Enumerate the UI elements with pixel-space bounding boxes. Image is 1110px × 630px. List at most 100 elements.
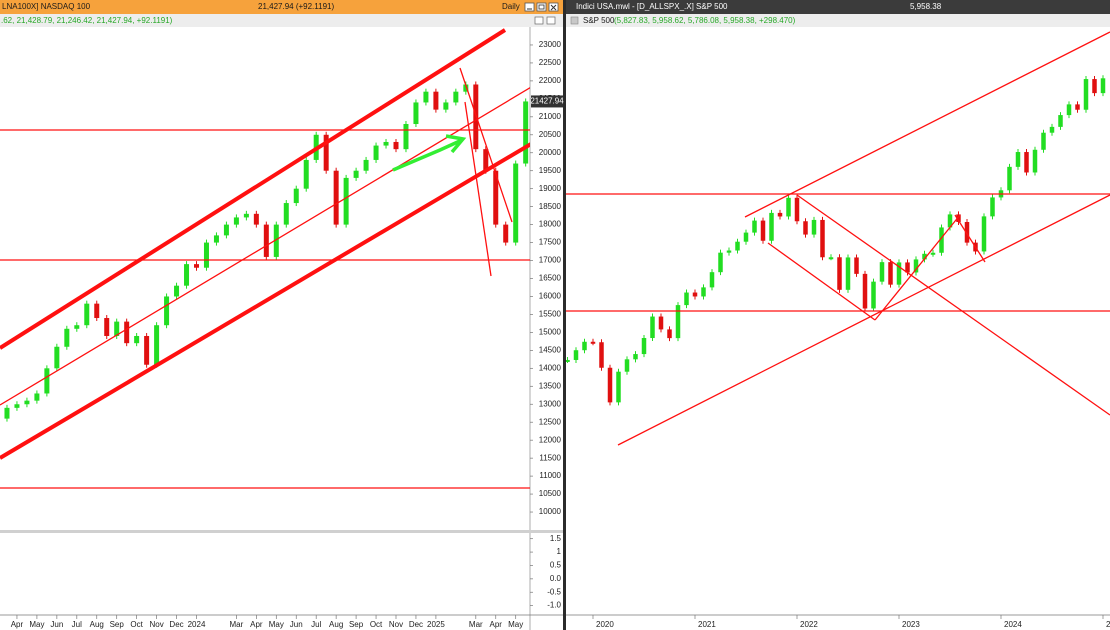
x-tick-label: Oct [130,620,143,629]
maximize-button[interactable] [536,2,547,12]
candle-body [922,253,927,260]
candle-body [786,197,791,217]
candle-body [607,367,613,403]
candle-body [303,159,309,189]
candle-body [34,393,40,401]
candle-body [599,342,604,368]
candle-body [981,216,987,252]
candle-body [667,329,672,339]
candle-body [743,232,749,242]
right-candles [566,75,1106,406]
candle-body [203,242,209,268]
y-tick-label: 14000 [539,363,562,372]
candle-body [930,252,936,255]
arrow-head [445,134,467,154]
candle-body [453,91,459,103]
y-tick-label: 10000 [539,507,562,516]
x-tick-label: Jul [311,620,321,629]
candle-body [641,338,647,355]
x-tick-label: Apr [490,620,503,629]
candle-body [624,359,630,372]
candle-body [164,296,170,326]
candle-body [1092,79,1097,94]
candle-body [383,141,389,146]
candle-body [513,163,519,243]
candle-body [803,221,808,235]
last-value-label: 21427.94 [530,97,564,106]
y-tick-label: -1.0 [547,601,561,610]
x-tick-label: Sep [110,620,125,629]
x-tick-label: May [29,620,44,629]
y-tick-label: -0.5 [547,587,561,596]
candle-body [752,220,757,233]
y-tick-label: 13500 [539,381,562,390]
pane-button[interactable] [546,16,556,25]
y-tick-label: 17000 [539,256,562,265]
candle-body [64,328,70,347]
y-tick-label: 22500 [539,58,562,67]
candle-body [433,91,439,110]
symbol-icon[interactable] [570,16,579,25]
candle-body [879,262,885,282]
axes: 10000 10500 11000 11500 12000 12500 13000 13500… [11,40,1110,629]
candle-body [353,170,359,178]
trend-line [767,242,876,321]
x-tick-label: Apr [250,620,263,629]
candle-body [1024,152,1029,173]
candle-body [293,188,299,204]
candle-body [769,212,774,241]
window-title: Indici USA.mwl - [D_ALLSPX_.X] S&P 500 [576,2,728,11]
candle-body [144,335,150,365]
window-buttons[interactable] [524,2,559,12]
y-tick-label: 0.0 [550,574,562,583]
candle-body [650,316,655,339]
candle-body [1066,104,1072,116]
y-tick-label: 12500 [539,417,562,426]
candle-body [243,213,249,218]
y-tick-label: 15500 [539,310,562,319]
candle-body [1015,152,1021,167]
y-tick-label: 17500 [539,238,562,247]
candle-body [726,250,732,253]
x-tick-label: Aug [90,620,104,629]
x-tick-label: 20 [1106,620,1110,629]
candle-body [343,177,349,225]
candle-body [1058,115,1063,127]
y-tick-label: 21000 [539,112,562,121]
candle-body [675,305,681,339]
x-tick-label: May [508,620,523,629]
window-title: LNA100X] NASDAQ 100 [2,2,91,11]
ohlc-values: (5,827.83, 5,958.62, 5,786.08, 5,958.38,… [614,16,796,25]
candle-body [947,214,953,228]
candle-body [223,224,229,236]
candle-body [590,341,596,344]
candle-body [1041,132,1046,150]
candle-body [413,102,419,125]
minimize-button[interactable] [524,2,535,12]
pane-button[interactable] [534,16,544,25]
left-info-bar [0,14,563,27]
candle-body [956,214,961,222]
x-tick-label: 2024 [1004,620,1022,629]
y-tick-label: 16500 [539,274,562,283]
candle-body [684,292,689,306]
right-info-bar [566,14,1110,27]
candle-body [213,235,219,243]
channel-midline [0,86,530,406]
x-tick-label: Apr [11,620,24,629]
candle-body [718,252,723,273]
candle-body [124,321,130,344]
candle-body [709,272,715,288]
candle-body [333,170,339,225]
candle-body [493,170,499,225]
last-value-box [531,95,563,108]
x-tick-label: Dec [409,620,423,629]
icon [538,4,545,10]
left-title-bar [0,0,563,14]
y-tick-label: 1.5 [550,534,562,543]
candle-body [84,303,90,326]
candle-body [828,257,834,260]
x-tick-label: Nov [389,620,403,629]
y-tick-label: 15000 [539,328,562,337]
